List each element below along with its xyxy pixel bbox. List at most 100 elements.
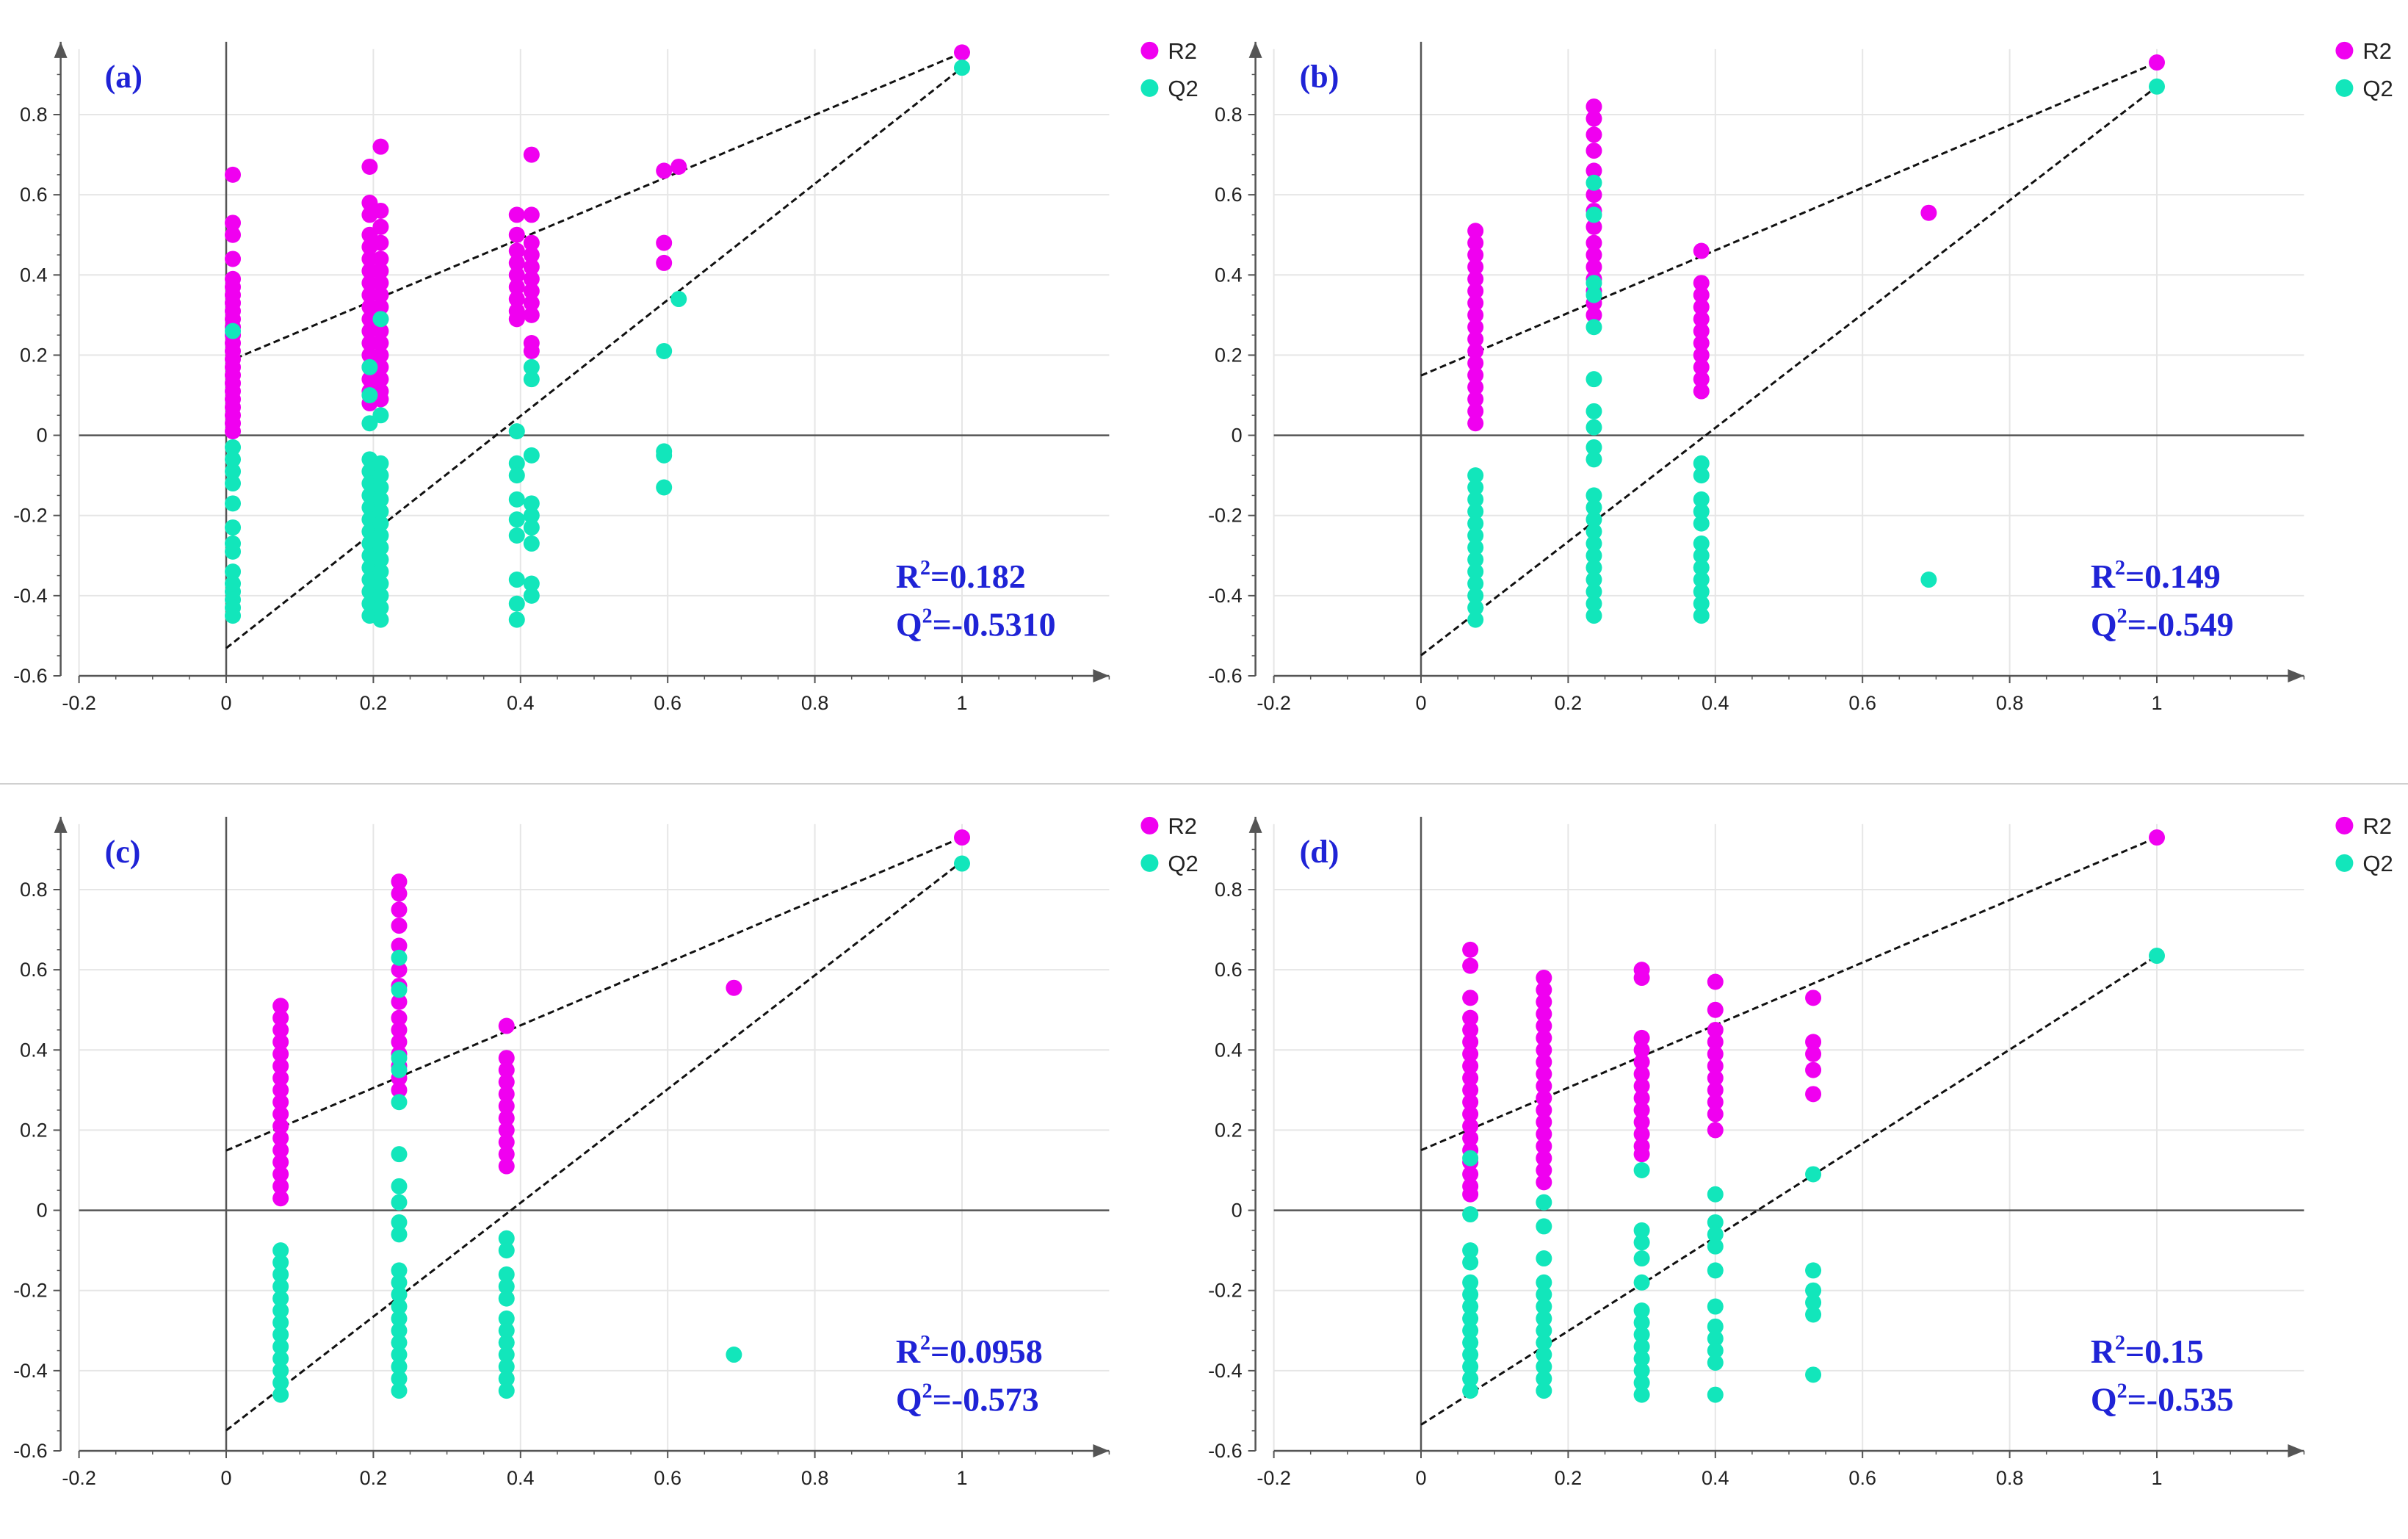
y-tick-label: 0.6 [1215, 959, 1243, 981]
point-q2 [391, 1347, 408, 1363]
x-tick-label: 0 [220, 1467, 231, 1489]
fit-line-r2 [225, 836, 963, 1152]
point-q2 [391, 1370, 408, 1387]
point-r2 [391, 937, 408, 954]
point-r2 [372, 218, 389, 235]
point-q2 [372, 479, 389, 496]
point-r2 [1707, 1081, 1724, 1098]
point-q2 [225, 608, 242, 624]
point-r2 [1462, 957, 1479, 974]
point-q2 [391, 1094, 408, 1111]
point-q2 [272, 1242, 289, 1259]
point-r2 [372, 347, 389, 364]
point-q2 [1693, 467, 1710, 484]
point-r2 [523, 206, 540, 223]
point-q2 [1586, 286, 1602, 303]
point-r2 [361, 311, 378, 328]
point-r2 [1536, 981, 1552, 998]
point-r2 [508, 242, 525, 259]
point-q2 [1462, 1298, 1479, 1315]
point-r2 [1536, 1042, 1552, 1059]
point-r2 [1536, 1006, 1552, 1023]
point-r2 [272, 1058, 289, 1075]
point-r2 [1693, 358, 1710, 375]
y-tick-label: 0.8 [1215, 879, 1243, 901]
point-r2 [1693, 275, 1710, 292]
point-r2 [1586, 234, 1602, 251]
point-q2 [508, 467, 525, 484]
q2-stat: Q2=-0.573 [896, 1380, 1039, 1418]
y-tick-label: 0 [1232, 1200, 1243, 1222]
y-tick-label: -0.2 [1208, 505, 1243, 527]
legend-label-q2: Q2 [1168, 76, 1198, 101]
x-tick-label: 0.8 [801, 692, 829, 714]
point-q2 [1707, 1354, 1724, 1371]
point-q2 [272, 1338, 289, 1355]
point-q2 [372, 515, 389, 532]
point-r2 [1462, 1034, 1479, 1050]
point-q2 [523, 447, 540, 464]
point-r2 [1536, 1174, 1552, 1191]
x-tick-label: 0.8 [1996, 692, 2024, 714]
y-tick-label: -0.2 [1208, 1280, 1243, 1302]
point-r2 [1707, 1022, 1724, 1038]
point-q2 [272, 1290, 289, 1307]
point-q2 [1536, 1347, 1552, 1363]
point-q2 [1467, 587, 1484, 604]
point-r2 [1586, 259, 1602, 275]
point-r2 [1467, 295, 1484, 311]
point-q2 [523, 495, 540, 512]
point-r2 [272, 1070, 289, 1086]
point-r2 [656, 254, 673, 271]
legend-label-r2: R2 [2362, 38, 2392, 64]
point-r2 [1462, 990, 1479, 1006]
point-r2 [726, 979, 742, 996]
x-tick-label: 0.2 [1555, 1467, 1583, 1489]
point-q2 [1536, 1334, 1552, 1351]
point-r2 [272, 1022, 289, 1038]
point-r2 [498, 1062, 515, 1078]
point-r2 [1536, 1029, 1552, 1046]
point-r2 [391, 1034, 408, 1050]
point-r2 [272, 1045, 289, 1062]
legend-marker-r2 [1140, 41, 1159, 60]
point-r2 [372, 138, 389, 155]
point-q2 [498, 1347, 515, 1363]
point-r2 [1462, 1081, 1479, 1098]
point-r2 [361, 275, 378, 292]
legend-marker-r2 [2335, 816, 2354, 835]
point-q2 [372, 539, 389, 556]
point-r2 [1693, 298, 1710, 315]
point-r2 [372, 298, 389, 315]
point-q2 [1633, 1374, 1650, 1391]
point-r2 [391, 901, 408, 918]
x-axis-arrow [1093, 1444, 1110, 1457]
y-tick-label: 0.4 [20, 264, 48, 286]
point-q2 [1633, 1250, 1650, 1267]
point-q2 [272, 1350, 289, 1367]
x-tick-label: 0.4 [507, 1467, 535, 1489]
point-r2 [361, 335, 378, 352]
x-tick-label: -0.2 [1257, 692, 1291, 714]
point-r2 [1707, 1045, 1724, 1062]
point-r2 [1536, 1066, 1552, 1083]
point-q2 [391, 1358, 408, 1375]
point-r2 [372, 234, 389, 251]
point-q2 [1462, 1206, 1479, 1223]
point-q2 [225, 451, 242, 468]
legend-marker-q2 [2335, 79, 2354, 97]
point-q2 [1467, 563, 1484, 580]
point-q2 [1586, 583, 1602, 600]
point-q2 [1633, 1234, 1650, 1251]
point-q2 [1467, 611, 1484, 628]
y-tick-label: -0.2 [13, 1280, 48, 1302]
point-r2 [1586, 247, 1602, 263]
fit-line-r2 [225, 51, 963, 364]
point-q2 [391, 1322, 408, 1339]
point-r2 [1805, 1034, 1822, 1050]
point-r2 [954, 44, 970, 61]
point-r2 [523, 295, 540, 311]
point-q2 [1633, 1386, 1650, 1403]
fit-line-q2 [225, 66, 963, 649]
point-q2 [225, 543, 242, 560]
